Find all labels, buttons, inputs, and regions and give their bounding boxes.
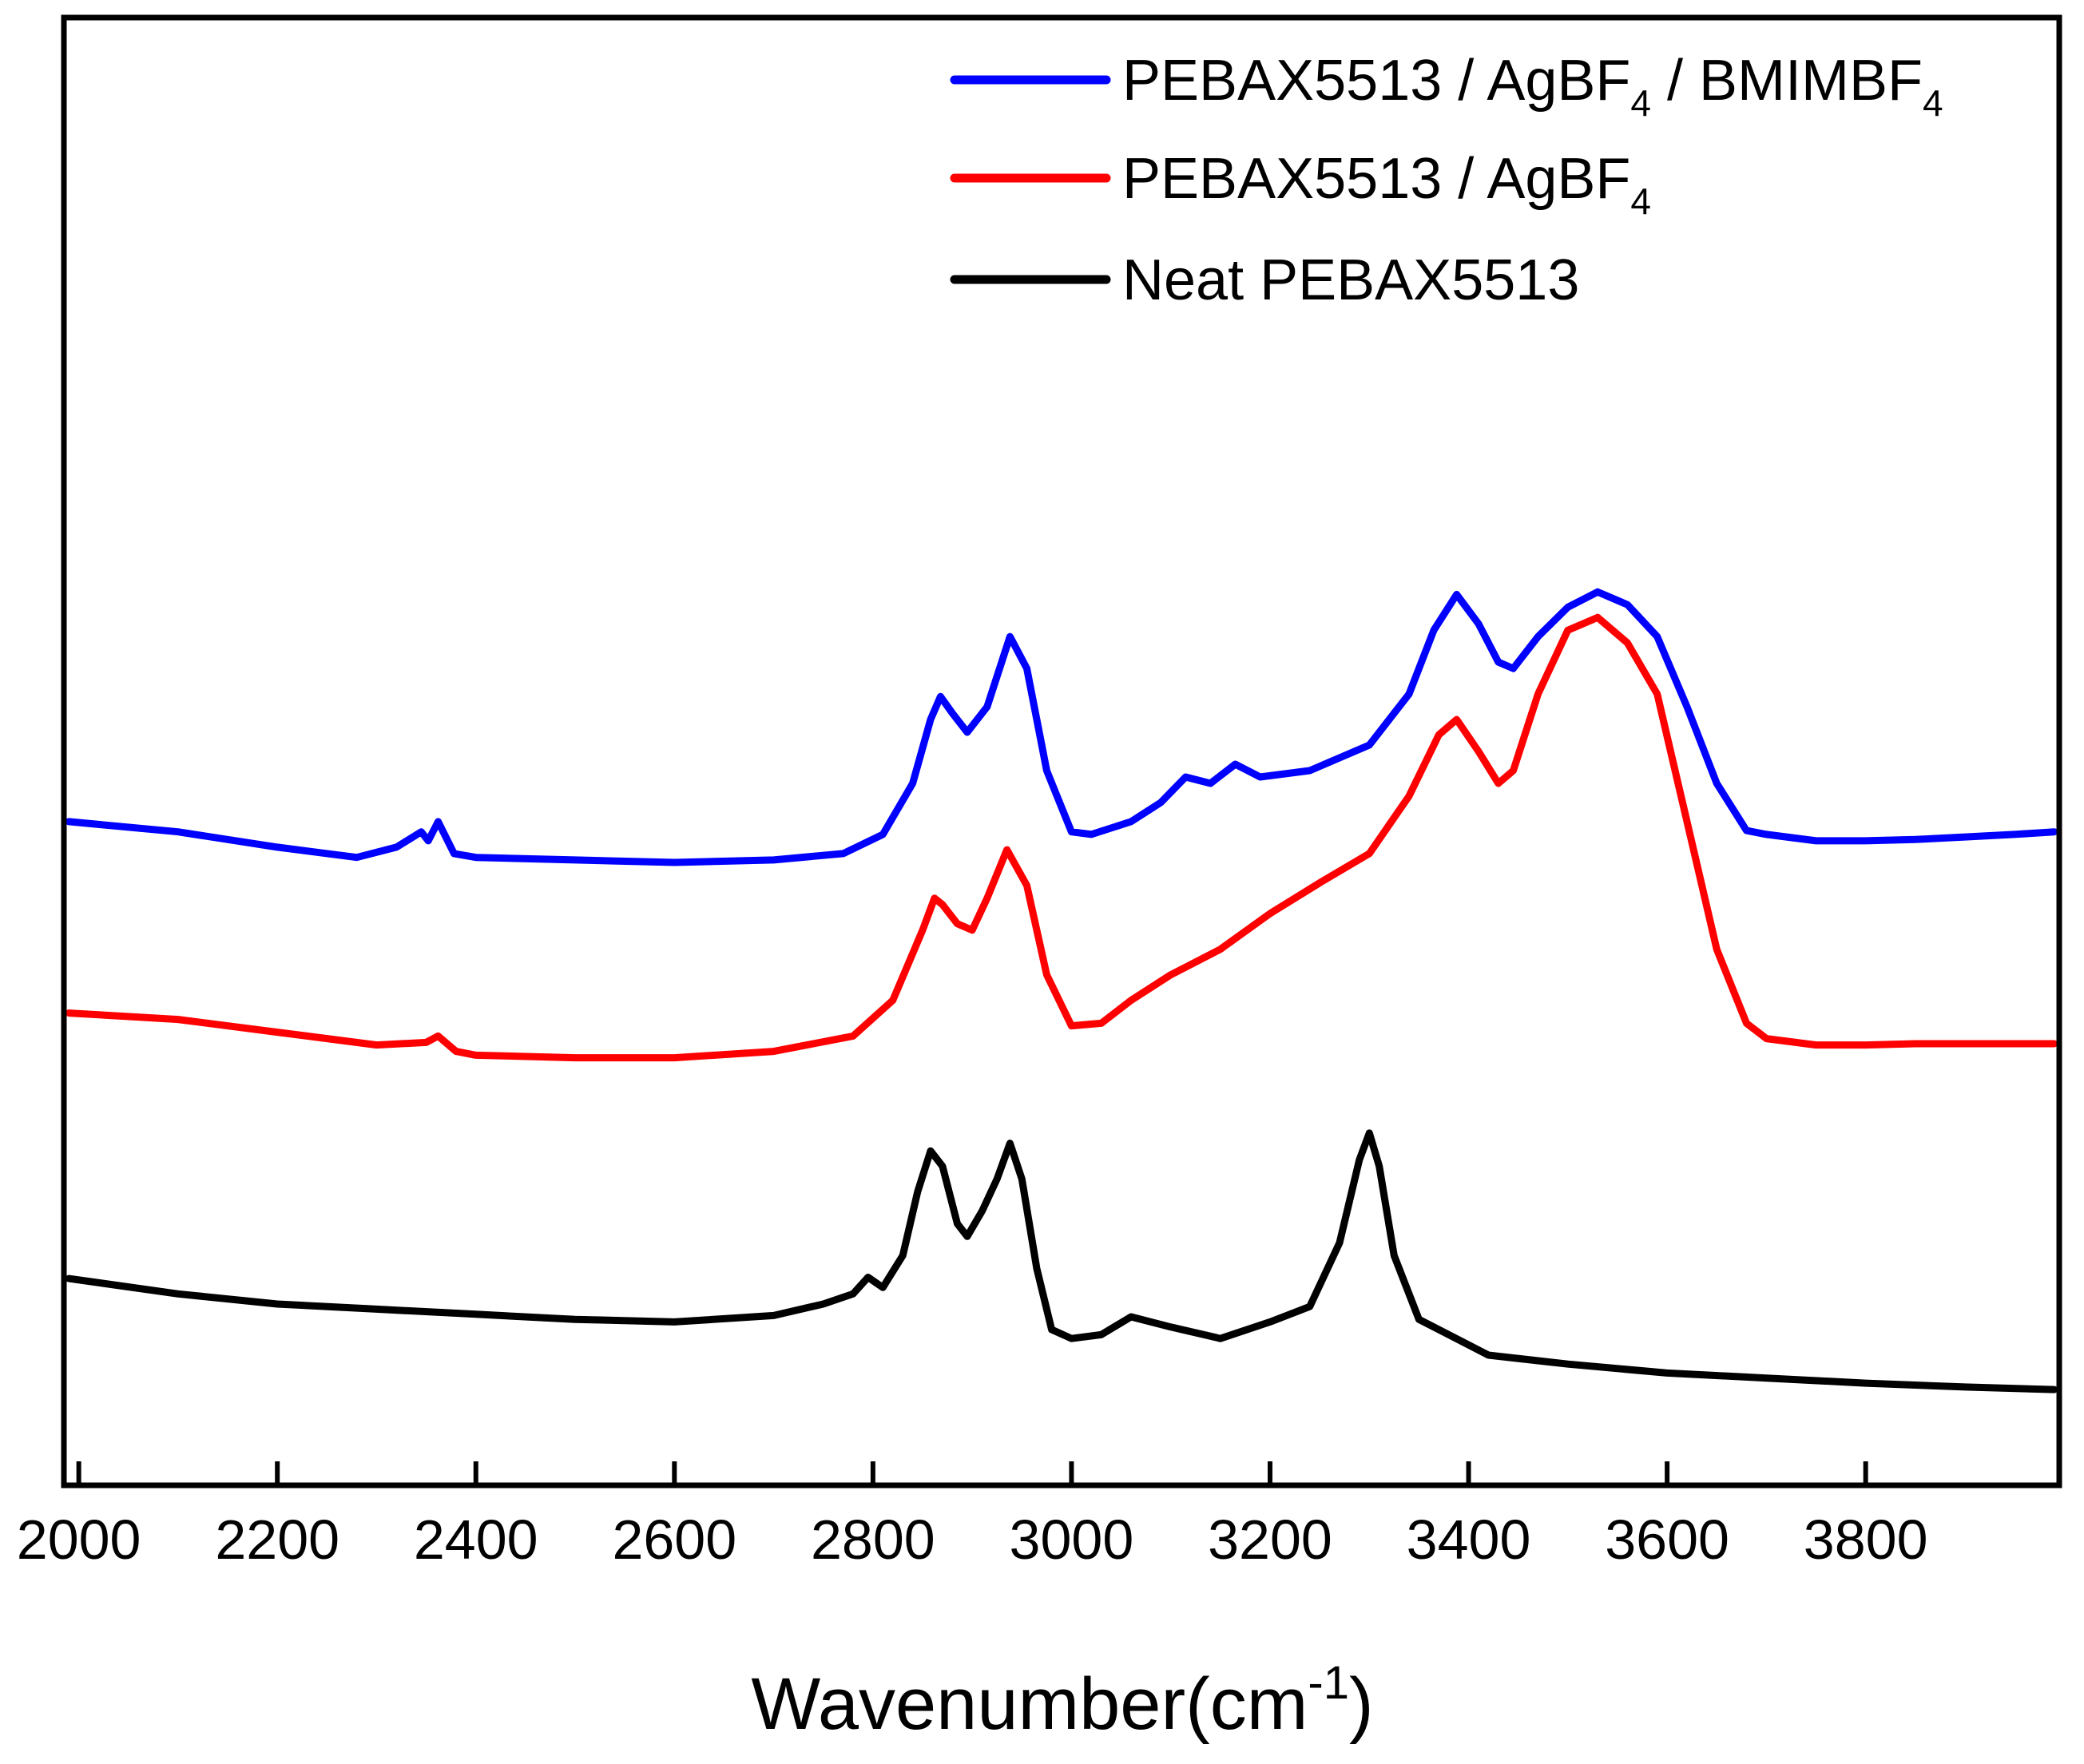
x-tick-label: 3600	[1605, 1508, 1729, 1571]
x-axis-title-superscript: -1	[1308, 1657, 1349, 1709]
x-tick-label: 2400	[414, 1508, 538, 1571]
series-line-3	[65, 1129, 2058, 1393]
x-axis-ticks: 2000 2200 2400 2600 2800 3000 3200 3400 3600 3800	[17, 1461, 1928, 1571]
x-tick-label: 3800	[1804, 1508, 1928, 1571]
x-axis-title-main: Wavenumber(cm	[751, 1663, 1308, 1745]
x-tick-label: 2800	[811, 1508, 935, 1571]
x-tick-label: 3000	[1010, 1508, 1134, 1571]
legend-label-2: PEBAX5513 / AgBF4	[1122, 147, 1651, 222]
x-axis-title: Wavenumber(cm-1)	[751, 1657, 1373, 1745]
x-tick-label: 2200	[215, 1508, 339, 1571]
legend-label-3: Neat PEBAX5513	[1122, 248, 1579, 312]
series-layer	[65, 588, 2058, 1393]
legend: PEBAX5513 / AgBF4 / BMIMBF4 PEBAX5513 / A…	[950, 49, 1943, 312]
series-line-1	[65, 588, 2058, 866]
plot-frame	[61, 14, 2062, 1488]
legend-label-1: PEBAX5513 / AgBF4 / BMIMBF4	[1122, 49, 1943, 124]
x-tick-label: 2000	[17, 1508, 141, 1571]
series-line-2	[65, 613, 2058, 1062]
x-axis-title-close: )	[1349, 1663, 1374, 1745]
x-tick-label: 3200	[1208, 1508, 1332, 1571]
x-tick-label: 2600	[612, 1508, 736, 1571]
x-tick-label: 3400	[1407, 1508, 1531, 1571]
